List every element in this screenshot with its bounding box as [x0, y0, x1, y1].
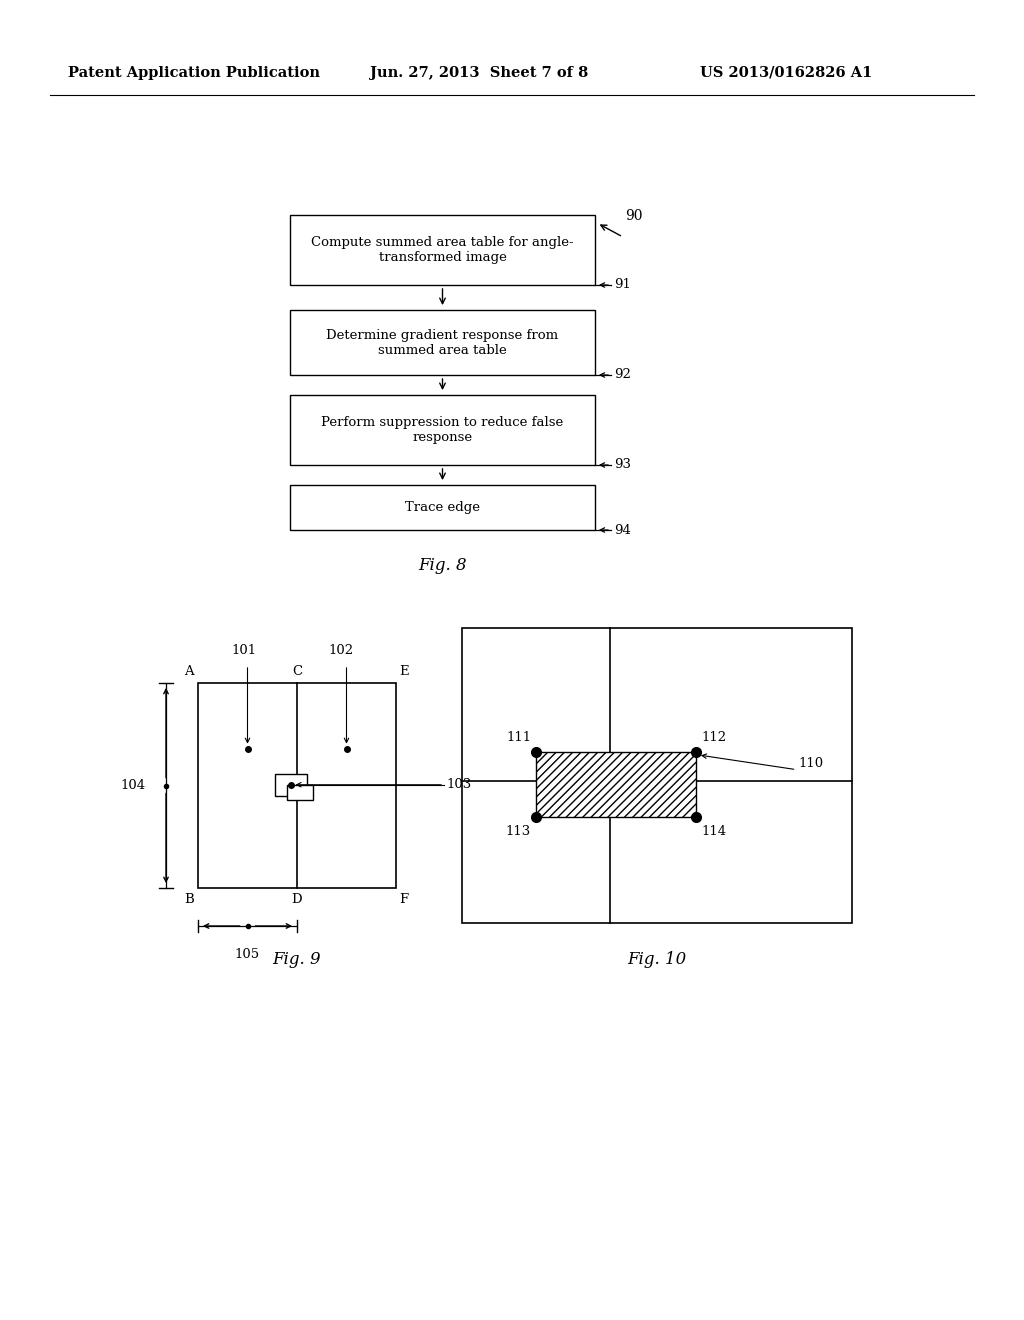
- Text: 112: 112: [701, 731, 726, 744]
- Text: 92: 92: [614, 368, 631, 381]
- Text: 102: 102: [328, 644, 353, 657]
- Text: 113: 113: [506, 825, 531, 838]
- Bar: [290, 395, 595, 465]
- Text: B: B: [184, 894, 194, 906]
- Text: Trace edge: Trace edge: [406, 502, 480, 513]
- Text: Fig. 10: Fig. 10: [628, 952, 687, 969]
- Text: US 2013/0162826 A1: US 2013/0162826 A1: [700, 66, 872, 81]
- Text: 103: 103: [446, 779, 471, 791]
- Text: Fig. 9: Fig. 9: [272, 952, 322, 969]
- Text: E: E: [399, 665, 409, 678]
- Text: Jun. 27, 2013  Sheet 7 of 8: Jun. 27, 2013 Sheet 7 of 8: [370, 66, 588, 81]
- Bar: [290, 215, 595, 285]
- Text: 94: 94: [614, 524, 631, 536]
- Text: 90: 90: [625, 209, 642, 223]
- Text: 91: 91: [614, 279, 631, 292]
- Text: 105: 105: [234, 948, 260, 961]
- Text: 110: 110: [799, 758, 823, 770]
- Text: Determine gradient response from
summed area table: Determine gradient response from summed …: [327, 329, 558, 356]
- Bar: [290, 310, 595, 375]
- Text: 111: 111: [506, 731, 531, 744]
- Text: F: F: [399, 894, 409, 906]
- Text: Patent Application Publication: Patent Application Publication: [68, 66, 319, 81]
- Text: 93: 93: [614, 458, 631, 471]
- Text: 104: 104: [121, 779, 146, 792]
- Bar: [288, 785, 313, 800]
- Text: Compute summed area table for angle-
transformed image: Compute summed area table for angle- tra…: [311, 236, 573, 264]
- Bar: [198, 682, 396, 888]
- Text: Fig. 8: Fig. 8: [418, 557, 467, 573]
- Text: C: C: [292, 665, 302, 678]
- Text: D: D: [292, 894, 302, 906]
- Bar: [274, 774, 306, 796]
- Bar: [537, 752, 696, 817]
- Text: 101: 101: [231, 644, 256, 657]
- Bar: [462, 628, 852, 923]
- Text: Perform suppression to reduce false
response: Perform suppression to reduce false resp…: [322, 416, 563, 444]
- Text: 114: 114: [701, 825, 726, 838]
- Bar: [290, 484, 595, 531]
- Text: A: A: [184, 665, 194, 678]
